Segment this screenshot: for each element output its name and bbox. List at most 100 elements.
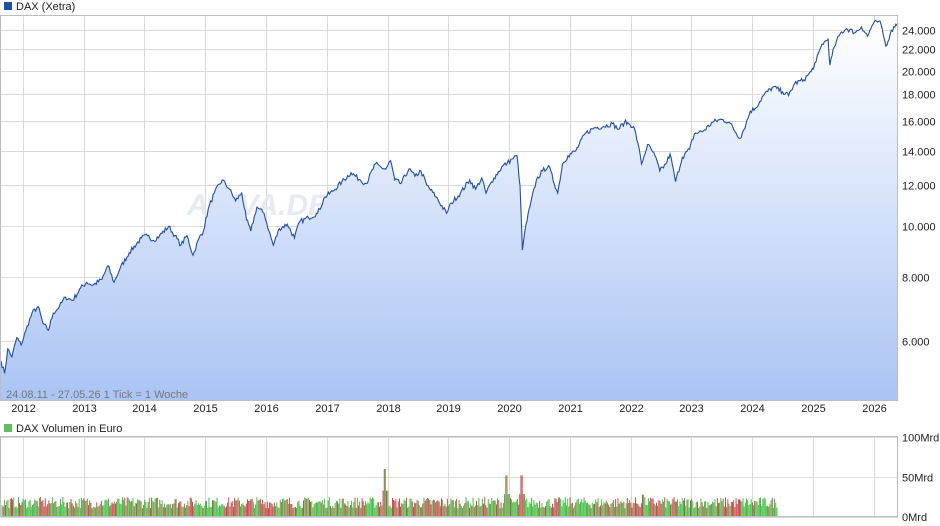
volume-bar	[647, 498, 649, 517]
volume-bar	[44, 498, 46, 517]
volume-bar	[500, 502, 502, 517]
volume-bar	[297, 501, 299, 517]
volume-bar	[165, 507, 167, 517]
volume-bar	[113, 501, 115, 517]
volume-bar	[452, 499, 454, 517]
volume-bar	[75, 501, 77, 517]
volume-bar	[711, 504, 712, 517]
volume-bar	[251, 498, 253, 517]
volume-bar	[691, 498, 692, 517]
x-tick-label: 2021	[558, 403, 582, 415]
volume-bar	[112, 503, 114, 517]
volume-bar	[597, 498, 599, 517]
volume-bar	[226, 506, 227, 517]
volume-bar	[347, 501, 349, 517]
volume-bar	[430, 504, 432, 517]
volume-bar	[628, 503, 629, 517]
x-tick-label: 2025	[801, 403, 825, 415]
volume-bar	[68, 508, 70, 517]
volume-bar	[178, 503, 179, 517]
volume-bar	[85, 500, 87, 517]
volume-bar	[167, 504, 169, 517]
volume-bar	[277, 507, 279, 517]
volume-bar	[126, 497, 128, 517]
volume-bar	[36, 501, 38, 517]
volume-bar	[631, 507, 633, 517]
volume-bar	[70, 499, 72, 517]
volume-bar	[553, 507, 555, 517]
volume-bar	[734, 507, 736, 517]
volume-bar	[268, 508, 269, 517]
volume-bar	[323, 504, 324, 517]
volume-bar	[35, 500, 37, 517]
volume-bar	[197, 503, 199, 517]
volume-bar	[518, 504, 520, 517]
volume-bar	[6, 501, 8, 517]
volume-bar	[162, 507, 164, 517]
volume-bar	[313, 504, 315, 517]
volume-bar	[273, 502, 275, 517]
volume-bar	[43, 506, 45, 517]
volume-bar	[637, 503, 639, 517]
volume-bar	[644, 497, 646, 517]
volume-bar	[608, 504, 610, 517]
volume-bar	[708, 505, 710, 517]
volume-bar	[528, 502, 530, 517]
volume-bar	[306, 499, 308, 517]
volume-bar	[429, 499, 431, 517]
volume-bar	[715, 506, 717, 517]
volume-bar	[483, 503, 484, 517]
volume-bar	[762, 499, 764, 517]
volume-bar	[670, 504, 671, 517]
x-tick-label: 2016	[254, 403, 278, 415]
volume-bar	[361, 498, 363, 517]
volume-bar	[744, 502, 746, 517]
volume-bar	[100, 500, 102, 517]
price-y-tick-label: 18.000	[902, 90, 936, 102]
volume-bar	[339, 498, 341, 517]
volume-bar	[89, 500, 91, 517]
volume-bar	[527, 507, 529, 517]
volume-bar	[605, 500, 607, 517]
volume-bar	[205, 501, 206, 517]
volume-bar	[680, 504, 682, 517]
volume-bar	[449, 504, 451, 517]
volume-bar	[767, 505, 768, 517]
volume-bar	[547, 500, 549, 517]
volume-bar	[698, 508, 700, 517]
volume-bar	[238, 500, 240, 517]
volume-bar	[2, 506, 4, 517]
volume-bar	[29, 499, 31, 517]
volume-bar	[196, 505, 198, 517]
volume-bar	[255, 504, 257, 517]
volume-bar	[389, 505, 391, 517]
volume-bar	[374, 507, 376, 517]
volume-bar	[723, 506, 725, 517]
volume-bar	[344, 503, 345, 517]
volume-bar	[402, 504, 404, 517]
volume-bar	[621, 502, 622, 517]
volume-bar	[250, 499, 252, 517]
volume-bar	[672, 499, 674, 517]
volume-bar	[490, 504, 491, 517]
volume-bar	[51, 497, 53, 517]
volume-bar	[542, 507, 544, 517]
volume-bar	[86, 498, 88, 517]
volume-bar	[626, 498, 628, 517]
volume-bar	[133, 506, 135, 517]
volume-bar	[665, 507, 667, 517]
volume-bar	[694, 506, 696, 517]
volume-bar	[701, 502, 703, 517]
volume-bar	[568, 506, 570, 517]
volume-bar	[298, 500, 300, 517]
volume-bar	[713, 502, 715, 517]
volume-bar	[145, 501, 147, 517]
volume-bar	[199, 504, 200, 517]
volume-bar	[220, 506, 222, 517]
volume-bar	[282, 499, 283, 517]
volume-bar	[492, 501, 494, 517]
volume-bar	[291, 504, 293, 517]
volume-bar	[283, 498, 285, 517]
volume-bar	[393, 500, 394, 517]
volume-bar	[688, 507, 690, 517]
